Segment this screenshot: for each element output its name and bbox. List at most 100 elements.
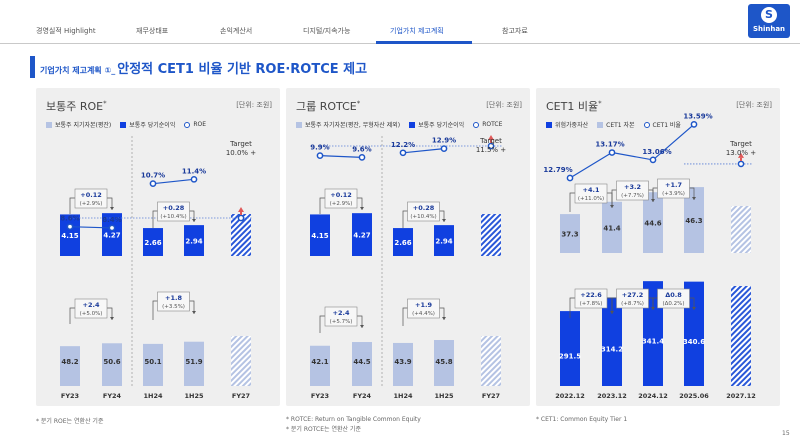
annotation-arrow-icon [192, 311, 196, 314]
bar-value-label: 2.94 [185, 238, 202, 246]
top-bar [434, 225, 454, 256]
bottom-bar [434, 340, 454, 386]
legend-light-square-icon [46, 121, 52, 128]
legend-circle-icon [184, 121, 191, 128]
annotation-box [74, 298, 108, 319]
ratio-label: 11.4% [182, 167, 206, 175]
bottom-bar [393, 342, 413, 386]
nav-item-highlight[interactable]: 경영실적 Highlight [36, 27, 96, 35]
ratio-line [69, 226, 113, 229]
bottom-bar [560, 311, 580, 386]
unit-label: [단위: 조원] [486, 101, 522, 109]
x-axis-label: 2025.06 [679, 392, 709, 400]
annotation-arrow-icon [360, 207, 364, 210]
annotation-pct: (+3.5%) [162, 304, 185, 310]
bar-value-label: 50.6 [103, 358, 120, 366]
nav-item-appendix[interactable]: 참고자료 [502, 27, 528, 35]
ratio-label: 8.4% [102, 216, 121, 224]
legend-dark-square-icon [546, 121, 552, 128]
annotation-pct: (Δ0.2%) [662, 301, 684, 307]
ratio-point [440, 145, 448, 152]
legend-dark-square-icon [120, 121, 127, 128]
nav-item-value-up-plan[interactable]: 기업가치 제고계획 [390, 27, 444, 35]
ratio-point [399, 149, 407, 157]
annotation-box [574, 183, 608, 204]
top-nav: 경영실적 Highlight 재무상태표 손익계산서 디지털/지속가능 기업가치… [0, 0, 800, 44]
annotation-pct: (+10.4%) [410, 214, 436, 220]
target-up-arrow-icon [738, 152, 744, 158]
annotation-value: +3.2 [624, 183, 641, 191]
ratio-point [608, 149, 616, 156]
ratio-point [149, 180, 157, 188]
legend-item: CET1 비율 [652, 122, 681, 129]
footnote: * 분기 ROTCE는 연환산 기준 [286, 426, 361, 433]
ratio-point [190, 175, 198, 183]
legend-item: CET1 자본 [606, 122, 635, 129]
rotce-chart: 4.15 4.27 2.66 2.94 42.1 44.5 43.9 45.8 FY23 FY24… [310, 135, 506, 400]
ratio-line [319, 155, 363, 158]
panel-rotce: 그룹 ROTCE* [단위: 조원] 보통주 자기자본(평잔, 무형자산 제외)… [286, 88, 530, 406]
annotation-value: +2.4 [333, 309, 350, 317]
annotation-arrow-icon [692, 197, 696, 200]
nav-item-digital-sustainability[interactable]: 디지털/지속가능 [303, 27, 351, 35]
annotation-value: +1.7 [665, 181, 682, 189]
legend-item: 보통주 당기순이익 [129, 122, 176, 129]
x-axis-label: 2023.12 [597, 392, 627, 400]
top-bar [310, 214, 330, 256]
annotation-value: +2.4 [83, 301, 100, 309]
bottom-bar [143, 343, 163, 386]
x-axis-label: FY24 [353, 392, 372, 400]
target-up-arrow-stem [240, 212, 242, 215]
nav-item-balance-sheet[interactable]: 재무상태표 [136, 27, 169, 35]
top-bar [143, 228, 163, 256]
shinhan-logo-icon: S [761, 7, 777, 23]
bar-value-label: 4.15 [311, 232, 328, 240]
chart-legend: 위험가중자산 CET1 자본 CET1 비율 [546, 120, 681, 129]
title-accent-bar [30, 56, 35, 78]
target-point [737, 160, 745, 168]
ratio-line [569, 123, 695, 179]
annotation-pct: (+2.9%) [330, 201, 353, 207]
cet1-chart: 37.3 41.4 44.6 46.3 291.5 314.2 341.4 340.6 2022… [543, 112, 756, 400]
annotation-box [407, 298, 440, 319]
nav-item-income-statement[interactable]: 손익계산서 [220, 27, 253, 35]
x-axis-label: FY27 [232, 392, 250, 400]
target-up-arrow-stem [740, 157, 742, 161]
panel-title: CET1 비율* [546, 99, 602, 113]
panel-title: 그룹 ROTCE* [296, 99, 361, 113]
annotation-value: +0.12 [330, 191, 351, 199]
annotation-box [157, 291, 190, 312]
legend-item: 보통주 자기자본(평잔, 무형자산 제외) [305, 122, 401, 129]
x-axis-label: FY23 [61, 392, 79, 400]
target-bottom-bar [481, 336, 501, 386]
x-axis-label: 1H24 [143, 392, 162, 400]
target-up-arrow-icon [238, 207, 244, 212]
bottom-bar [352, 342, 372, 386]
shinhan-logo: S Shinhan [748, 4, 790, 38]
bar-value-label: 2.66 [144, 239, 161, 247]
chart-legend: 보통주 지기자본(평잔) 보통주 당기순이익 ROE [46, 120, 206, 129]
x-axis-label: 1H25 [184, 392, 203, 400]
target-point [487, 142, 495, 150]
x-axis-label: FY23 [311, 392, 329, 400]
ratio-point [358, 154, 366, 161]
target-value: 11.5% + [476, 146, 506, 154]
target-value: 13.0% + [726, 149, 756, 157]
top-bar [352, 213, 372, 256]
panel-cet1: CET1 비율* [단위: 조원] 위험가중자산 CET1 자본 CET1 비율… [536, 88, 780, 406]
annotation-arrow-icon [610, 205, 614, 208]
bar-value-label: 42.1 [311, 358, 328, 366]
top-bar [102, 213, 122, 256]
top-bar [184, 225, 204, 256]
top-bar [60, 214, 80, 256]
top-bar [560, 214, 580, 253]
bar-value-label: 41.4 [603, 224, 620, 232]
legend-light-square-icon [597, 121, 604, 128]
bar-value-label: 4.27 [353, 232, 370, 240]
ratio-line [402, 148, 445, 154]
annotation-arrow-icon [442, 219, 446, 222]
bottom-bar [602, 297, 622, 386]
bar-value-label: 4.15 [61, 232, 78, 240]
legend-item: ROE [193, 121, 207, 128]
page-number: 15 [782, 430, 790, 437]
